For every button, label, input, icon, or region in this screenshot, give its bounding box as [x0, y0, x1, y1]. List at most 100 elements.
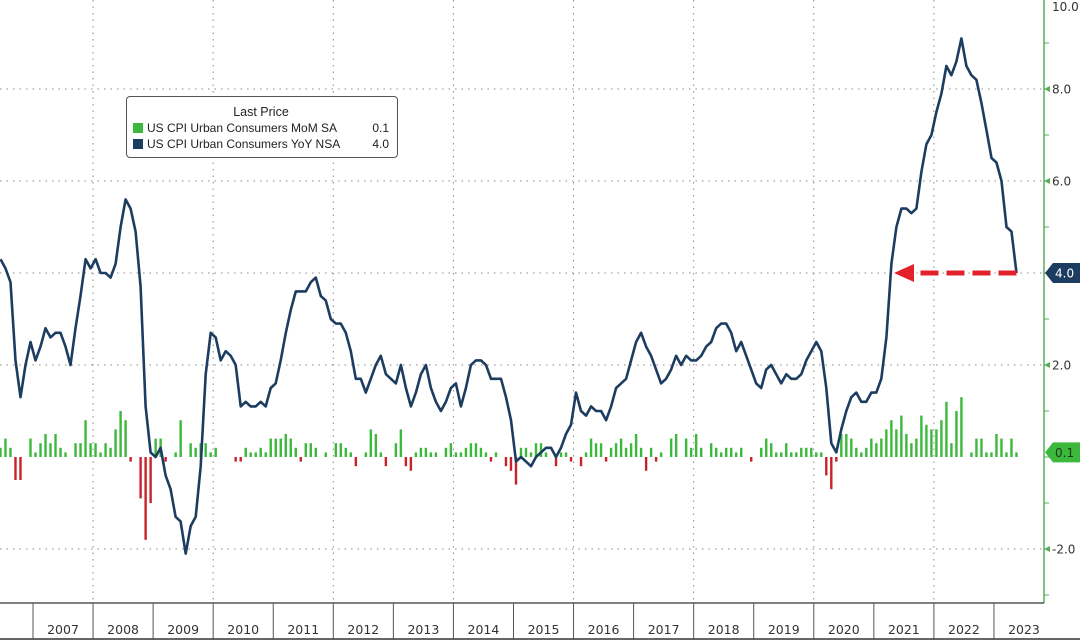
mom-bar	[409, 457, 413, 471]
mom-bar	[244, 447, 247, 457]
x-tick-label: 2019	[768, 622, 800, 637]
mom-bar	[464, 447, 468, 457]
mom-bar	[589, 438, 593, 457]
mom-bar	[599, 443, 603, 457]
mom-bar	[604, 457, 608, 462]
mom-bar	[644, 457, 648, 471]
mom-bar	[925, 424, 928, 457]
mom-bar	[309, 443, 312, 457]
mom-bar	[9, 447, 12, 457]
mom-bar	[910, 443, 913, 457]
x-axis-ticks: 2007 2008 2009 2010 2011 2012 2013 2014 2015 2016…	[32, 603, 1040, 640]
yoy-line	[0, 37, 1018, 555]
mom-bar	[870, 438, 873, 457]
x-tick-label: 2010	[227, 622, 259, 637]
mom-bar	[484, 452, 488, 457]
mom-bar	[624, 447, 628, 457]
mom-bar	[920, 415, 923, 457]
mom-bar	[770, 443, 773, 457]
x-tick-label: 2016	[588, 622, 620, 637]
mom-bar	[164, 457, 167, 462]
mom-bar	[659, 452, 663, 457]
mom-bar	[129, 457, 132, 462]
mom-bar	[885, 429, 888, 457]
mom-bar	[820, 452, 823, 457]
mom-bar	[504, 457, 508, 467]
mom-bar	[454, 452, 458, 457]
arrow-annotation	[894, 264, 1017, 282]
mom-bars	[0, 397, 1018, 540]
mom-bar	[905, 434, 908, 457]
mom-bar	[209, 452, 212, 457]
mom-bar	[119, 411, 122, 457]
mom-bar	[49, 443, 52, 457]
mom-bar	[274, 438, 277, 457]
last-value-yoy-box	[1045, 263, 1080, 283]
mom-bar	[344, 447, 348, 457]
mom-bar	[269, 438, 272, 457]
mom-bar	[144, 457, 147, 540]
y-tick-arrow	[1044, 178, 1050, 184]
mom-bar	[204, 443, 207, 457]
mom-bar	[875, 443, 878, 457]
mom-bar	[264, 452, 267, 457]
mom-bar	[990, 452, 993, 457]
mom-bar	[740, 447, 743, 457]
mom-bar	[99, 452, 102, 457]
mom-bar	[684, 438, 688, 457]
mom-bar	[529, 452, 533, 457]
y-tick-label: 10.0	[1052, 0, 1079, 14]
mom-bar	[895, 429, 898, 457]
x-tick-label: 2015	[528, 622, 560, 637]
mom-bar	[334, 443, 338, 457]
mom-bar	[194, 447, 197, 457]
mom-bar	[374, 434, 378, 457]
mom-bar	[950, 443, 953, 457]
mom-bar	[354, 457, 358, 467]
legend-label: US CPI Urban Consumers MoM SA	[147, 121, 338, 135]
x-tick-label: 2013	[407, 622, 439, 637]
mom-bar	[494, 452, 498, 457]
mom-bar	[514, 457, 518, 485]
last-value-yoy: 4.0	[1055, 267, 1074, 281]
mom-bar	[524, 447, 528, 457]
mom-bar	[179, 420, 182, 457]
mom-bar	[544, 452, 548, 457]
mom-bar	[729, 447, 733, 457]
mom-bar	[619, 438, 623, 457]
y-tick-arrow	[1044, 86, 1050, 92]
mom-bar	[669, 438, 673, 457]
mom-bar	[34, 452, 37, 457]
mom-bar	[900, 415, 903, 457]
mom-bar	[629, 443, 633, 457]
mom-bar	[830, 457, 833, 490]
mom-bar	[995, 434, 998, 457]
mom-bar	[449, 443, 453, 457]
mom-bar	[154, 438, 157, 457]
mom-bar	[64, 452, 67, 457]
mom-bar	[444, 447, 448, 457]
mom-bar	[104, 443, 107, 457]
mom-bar	[74, 443, 77, 457]
mom-bar	[694, 434, 698, 457]
mom-bar	[284, 434, 287, 457]
mom-bar	[539, 443, 543, 457]
mom-bar	[289, 438, 292, 457]
mom-bar	[714, 447, 718, 457]
mom-bar	[1015, 452, 1018, 457]
mom-bar	[189, 443, 192, 457]
mom-bar	[810, 447, 813, 457]
mom-bar	[279, 438, 282, 457]
legend-swatch-green	[133, 123, 143, 133]
arrow-head	[894, 264, 914, 282]
y-tick-label: 8.0	[1052, 83, 1071, 97]
mom-bar	[980, 438, 983, 457]
mom-bar	[509, 457, 513, 471]
x-tick-label: 2007	[47, 622, 79, 637]
y-tick-arrow	[1044, 362, 1050, 368]
mom-bar	[564, 452, 568, 457]
mom-bar	[699, 447, 703, 457]
y-tick-label: 6.0	[1052, 175, 1071, 189]
mom-bar	[1000, 438, 1003, 457]
mom-bar	[54, 434, 57, 457]
